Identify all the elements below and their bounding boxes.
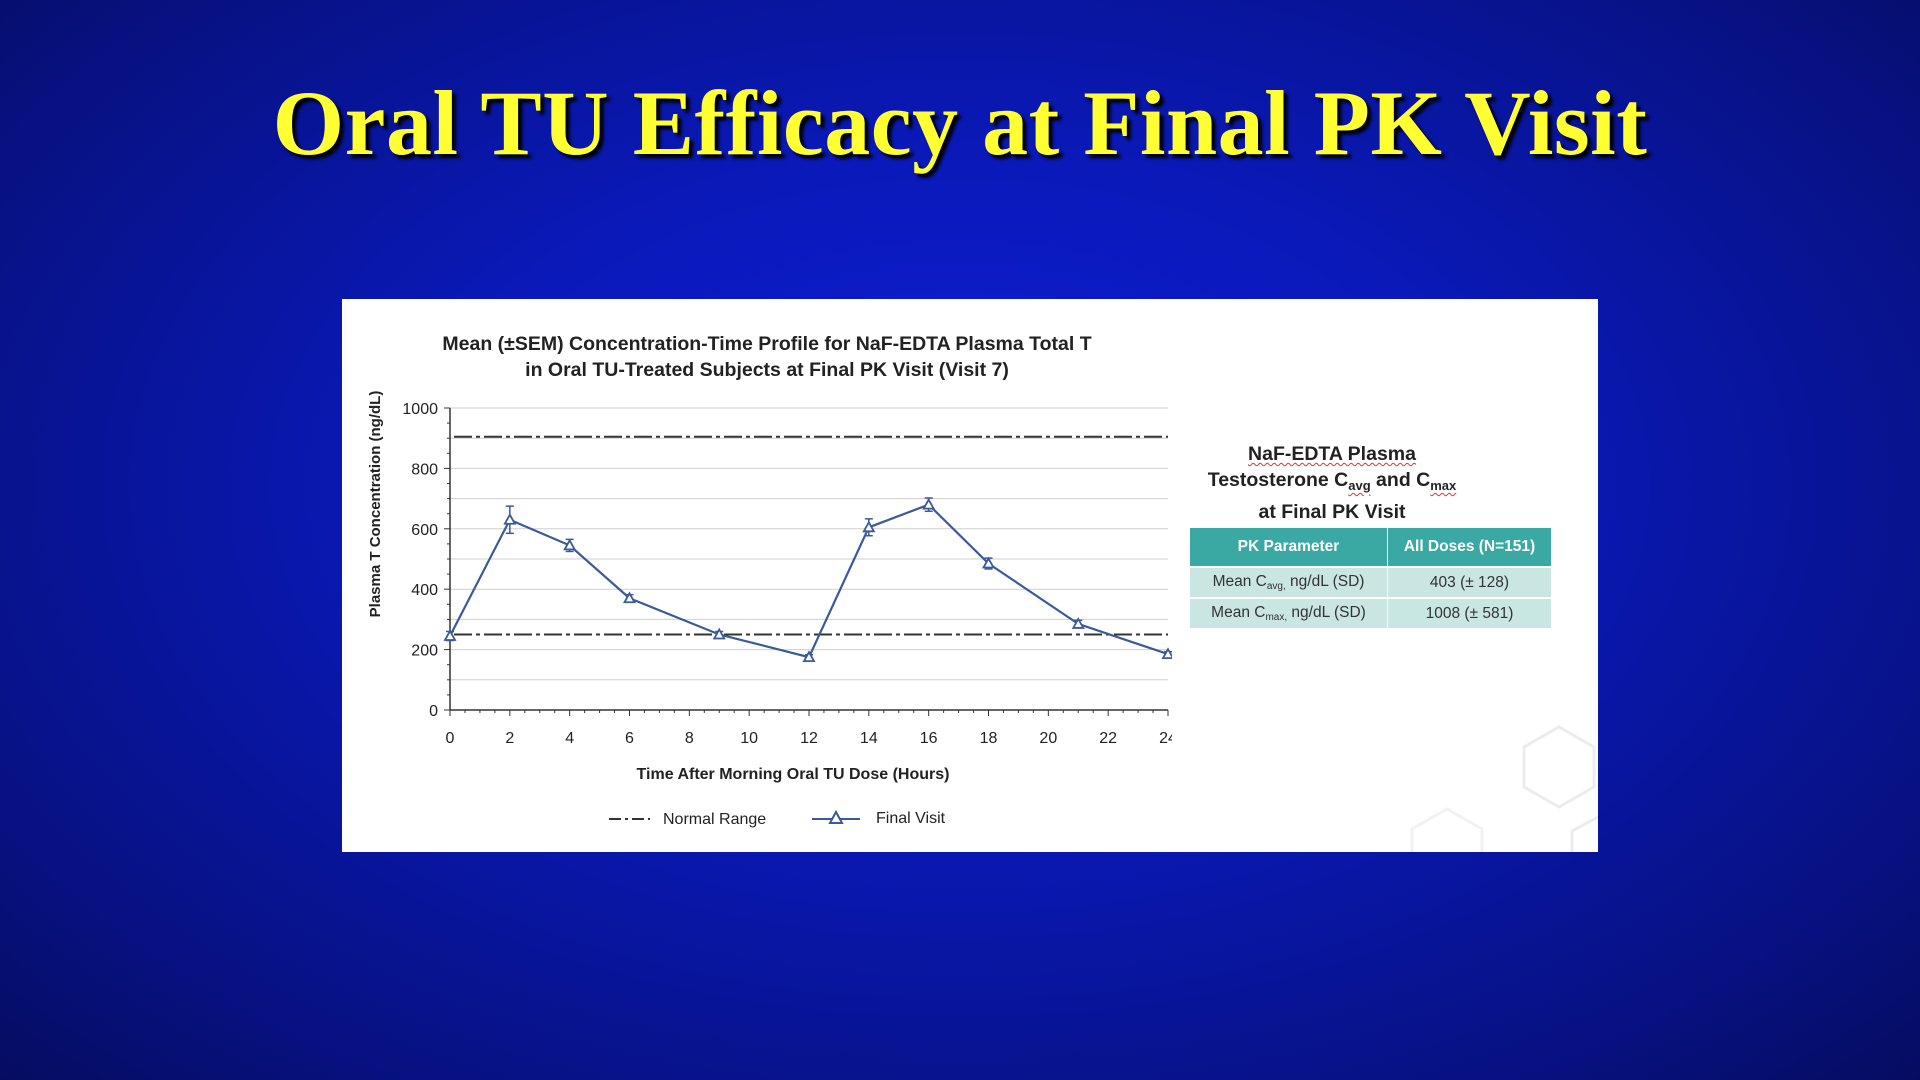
- header-pk-parameter: PK Parameter: [1190, 528, 1388, 567]
- table-row: Mean Cmax, ng/dL (SD) 1008 (± 581): [1190, 597, 1552, 628]
- y-axis-label: Plasma T Concentration (ng/dL): [367, 391, 384, 618]
- concentration-time-chart: 02004006008001000024681012141618202224 P…: [367, 391, 1172, 828]
- data-point-marker: [503, 512, 517, 525]
- figure-panel: Mean (±SEM) Concentration-Time Profile f…: [342, 299, 1598, 852]
- x-tick-label: 14: [860, 730, 878, 747]
- data-point-marker: [922, 497, 936, 510]
- data-point-marker: [622, 591, 637, 604]
- tick-labels: 02004006008001000024681012141618202224: [402, 401, 1172, 747]
- param-cavg-cell: Mean Cavg, ng/dL (SD): [1190, 566, 1388, 598]
- pk-title-line-1: NaF-EDTA Plasma: [1248, 443, 1416, 465]
- data-point-marker: [1161, 647, 1172, 660]
- y-tick-label: 600: [411, 522, 438, 539]
- normal-range-lines: [454, 435, 1168, 636]
- x-tick-label: 6: [625, 730, 634, 747]
- x-tick-label: 22: [1099, 730, 1117, 747]
- series-final-visit: [443, 497, 1172, 663]
- x-tick-label: 24: [1159, 730, 1172, 747]
- chart-title: Mean (±SEM) Concentration-Time Profile f…: [382, 331, 1152, 383]
- value-cavg-cell: 403 (± 128): [1387, 566, 1552, 598]
- x-tick-label: 18: [980, 730, 998, 747]
- y-tick-label: 800: [411, 461, 438, 478]
- x-tick-label: 20: [1039, 730, 1057, 747]
- legend-final-visit-label: Final Visit: [876, 810, 946, 827]
- data-point-marker: [981, 556, 996, 569]
- data-point-marker: [443, 629, 457, 641]
- gridlines: [450, 407, 1168, 681]
- x-tick-label: 2: [505, 730, 514, 747]
- param-cmax-cell: Mean Cmax, ng/dL (SD): [1190, 597, 1388, 628]
- decorative-hexagon-small-icon: [1410, 807, 1484, 852]
- legend-normal-range-label: Normal Range: [663, 811, 766, 828]
- chart-title-line-2: in Oral TU-Treated Subjects at Final PK …: [525, 359, 1009, 381]
- data-point-marker: [1071, 617, 1085, 629]
- data-point-marker: [712, 627, 726, 640]
- table-row: Mean Cavg, ng/dL (SD) 403 (± 128): [1190, 566, 1552, 598]
- axes: [444, 407, 1169, 716]
- slide-title: Oral TU Efficacy at Final PK Visit: [272, 72, 1648, 174]
- x-axis-label: Time After Morning Oral TU Dose (Hours): [637, 766, 950, 783]
- pk-table-title: NaF-EDTA Plasma Testosterone Cavg and Cm…: [1187, 441, 1477, 525]
- value-cmax-cell: 1008 (± 581): [1387, 597, 1552, 628]
- header-all-doses: All Doses (N=151): [1387, 528, 1552, 567]
- data-point-marker: [862, 520, 876, 533]
- y-tick-label: 1000: [402, 401, 438, 418]
- x-tick-label: 10: [740, 730, 758, 747]
- x-tick-label: 8: [685, 730, 694, 747]
- pk-title-line-2: Testosterone Cavg and Cmax: [1207, 469, 1457, 493]
- chart-legend: Normal Range Final Visit: [609, 809, 946, 828]
- y-tick-label: 200: [411, 643, 438, 660]
- x-tick-label: 16: [920, 730, 938, 747]
- x-tick-label: 0: [446, 730, 455, 747]
- x-tick-label: 4: [565, 730, 574, 747]
- pk-parameter-table: PK Parameter All Doses (N=151) Mean Cavg…: [1190, 528, 1552, 628]
- x-tick-label: 12: [800, 730, 818, 747]
- table-header-row: PK Parameter All Doses (N=151): [1190, 528, 1552, 567]
- y-tick-label: 400: [411, 582, 438, 599]
- y-tick-label: 0: [429, 703, 438, 720]
- data-point-marker: [563, 538, 577, 551]
- legend-final-visit-marker: [828, 809, 844, 824]
- pk-title-line-3: at Final PK Visit: [1258, 501, 1406, 523]
- chart-title-line-1: Mean (±SEM) Concentration-Time Profile f…: [442, 333, 1092, 355]
- data-point-marker: [802, 650, 816, 663]
- decorative-hexagon-icon: [1522, 725, 1598, 852]
